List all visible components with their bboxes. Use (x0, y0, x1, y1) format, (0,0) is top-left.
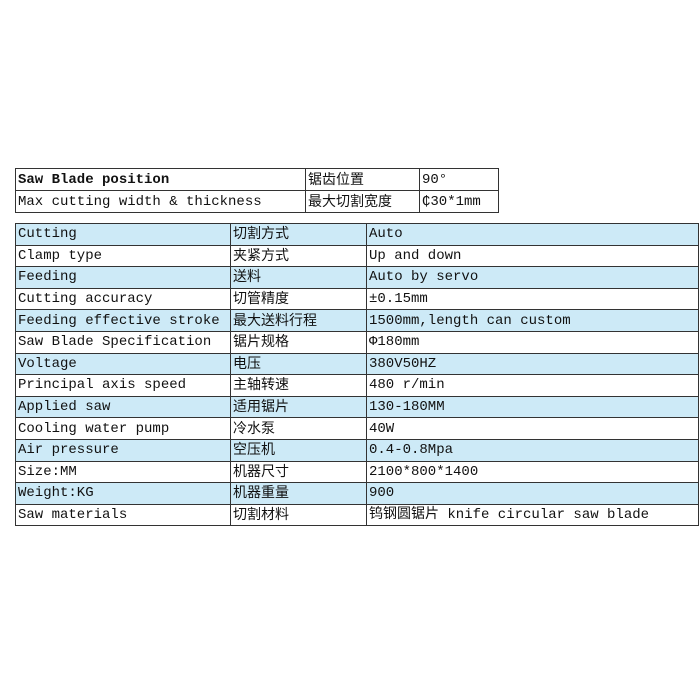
value-cell: 130-180MM (366, 395, 699, 419)
summary-table: Saw Blade position 锯齿位置 90° Max cutting wid… (15, 168, 499, 213)
value-cell: 2100*800*1400 (366, 460, 699, 484)
label-en-cell: Weight:KG (15, 482, 231, 505)
label-en-cell: Voltage (15, 352, 231, 376)
value-cell: Auto by servo (366, 266, 699, 289)
label-en-cell: Cooling water pump (15, 417, 231, 440)
label-en-cell: Cutting accuracy (15, 287, 231, 311)
label-en-cell: Air pressure (15, 438, 231, 462)
label-cn-cell: 夹紧方式 (230, 244, 367, 268)
label-cn-cell: 锯齿位置 (305, 168, 420, 191)
spec-row: Cooling water pump 冷水泵 40W (15, 417, 699, 440)
value-cell: 0.4-0.8Mpa (366, 438, 699, 462)
spec-row: Cutting 切割方式 Auto (15, 223, 699, 246)
label-cn-cell: 机器重量 (230, 482, 367, 505)
spec-row: Saw Blade Specification 锯片规格 Φ180mm (15, 330, 699, 354)
label-en-cell: Saw materials (15, 503, 231, 527)
label-en-cell: Size:MM (15, 460, 231, 484)
value-cell: 380V50HZ (366, 352, 699, 376)
spec-row: Applied saw 适用锯片 130-180MM (15, 395, 699, 419)
spec-table: Cutting 切割方式 Auto Clamp type 夹紧方式 Up and down… (15, 223, 699, 527)
spec-row: Saw materials 切割材料 钨钢圆锯片 knife circular sa… (15, 503, 699, 527)
label-cn-cell: 切割材料 (230, 503, 367, 527)
summary-row: Saw Blade position 锯齿位置 90° (15, 168, 499, 191)
label-cn-cell: 适用锯片 (230, 395, 367, 419)
label-cn-cell: 冷水泵 (230, 417, 367, 440)
value-cell: Up and down (366, 244, 699, 268)
spec-row: Size:MM 机器尺寸 2100*800*1400 (15, 460, 699, 484)
value-cell: Φ180mm (366, 330, 699, 354)
value-cell: 480 r/min (366, 374, 699, 397)
spec-row: Clamp type 夹紧方式 Up and down (15, 244, 699, 268)
label-cn-cell: 机器尺寸 (230, 460, 367, 484)
spec-row: Weight:KG 机器重量 900 (15, 482, 699, 505)
label-cn-cell: 锯片规格 (230, 330, 367, 354)
label-cn-cell: 切割方式 (230, 223, 367, 246)
value-cell: ₵30*1mm (419, 190, 499, 213)
label-en-cell: Clamp type (15, 244, 231, 268)
label-en-cell: Feeding (15, 266, 231, 289)
label-cn-cell: 空压机 (230, 438, 367, 462)
label-en-cell: Principal axis speed (15, 374, 231, 397)
label-cn-cell: 最大切割宽度 (305, 190, 420, 213)
value-cell: 钨钢圆锯片 knife circular saw blade (366, 503, 699, 527)
label-cn-cell: 送料 (230, 266, 367, 289)
value-cell: Auto (366, 223, 699, 246)
label-cn-cell: 最大送料行程 (230, 309, 367, 332)
value-cell: 90° (419, 168, 499, 191)
label-en-cell: Cutting (15, 223, 231, 246)
label-en-cell: Applied saw (15, 395, 231, 419)
summary-row: Max cutting width & thickness 最大切割宽度 ₵30*1… (15, 190, 499, 213)
value-cell: 40W (366, 417, 699, 440)
value-cell: ±0.15mm (366, 287, 699, 311)
spec-row: Voltage 电压 380V50HZ (15, 352, 699, 376)
label-cn-cell: 电压 (230, 352, 367, 376)
spec-row: Feeding 送料 Auto by servo (15, 266, 699, 289)
spec-row: Cutting accuracy 切管精度 ±0.15mm (15, 287, 699, 311)
label-cn-cell: 切管精度 (230, 287, 367, 311)
spec-row: Air pressure 空压机 0.4-0.8Mpa (15, 438, 699, 462)
spec-row: Feeding effective stroke 最大送料行程 1500mm,len… (15, 309, 699, 332)
label-cn-cell: 主轴转速 (230, 374, 367, 397)
value-cell: 1500mm,length can custom (366, 309, 699, 332)
value-cell: 900 (366, 482, 699, 505)
spec-row: Principal axis speed 主轴转速 480 r/min (15, 374, 699, 397)
label-en-cell: Max cutting width & thickness (15, 190, 306, 213)
label-en-cell: Feeding effective stroke (15, 309, 231, 332)
label-en-cell: Saw Blade Specification (15, 330, 231, 354)
label-en-cell: Saw Blade position (15, 168, 306, 191)
